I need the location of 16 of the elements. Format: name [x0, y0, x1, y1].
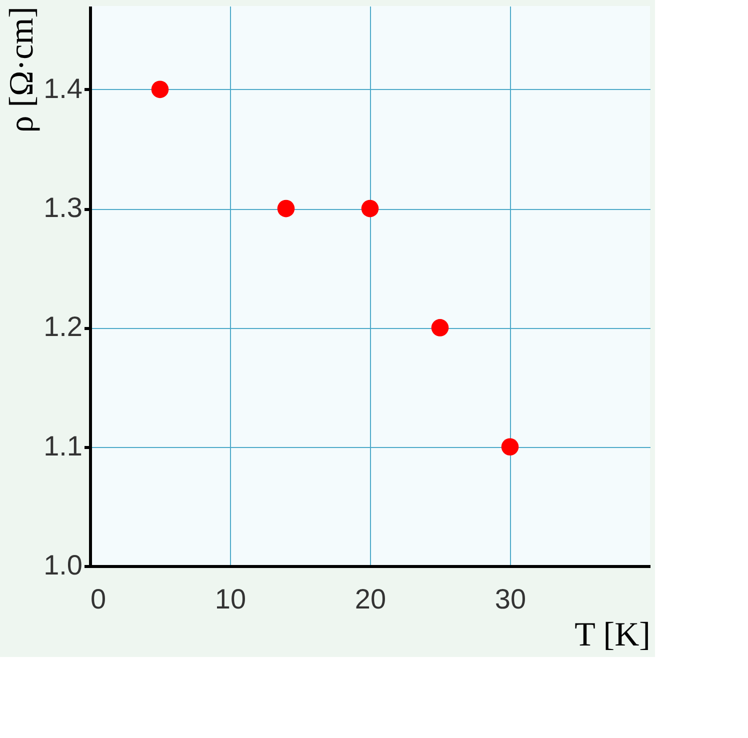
point	[361, 200, 379, 218]
point	[431, 319, 449, 336]
x-tick-label: 0	[90, 584, 106, 614]
point	[501, 438, 519, 456]
x-axis-title: T [K]	[574, 616, 650, 654]
y-tick-label: 1.1	[44, 430, 82, 462]
y-tick-label: 1.2	[44, 311, 82, 342]
y-tick-label: 1.0	[44, 550, 82, 580]
y-tick-label: 1.3	[44, 192, 82, 224]
y-axis-title: ρ [Ω·cm]	[4, 6, 41, 133]
point	[277, 200, 295, 218]
x-tick-label: 20	[354, 584, 386, 614]
x-tick-label: 30	[494, 584, 526, 614]
x-tick-label: 10	[214, 584, 246, 614]
point	[151, 80, 169, 98]
y-tick-label: 1.4	[44, 72, 82, 104]
